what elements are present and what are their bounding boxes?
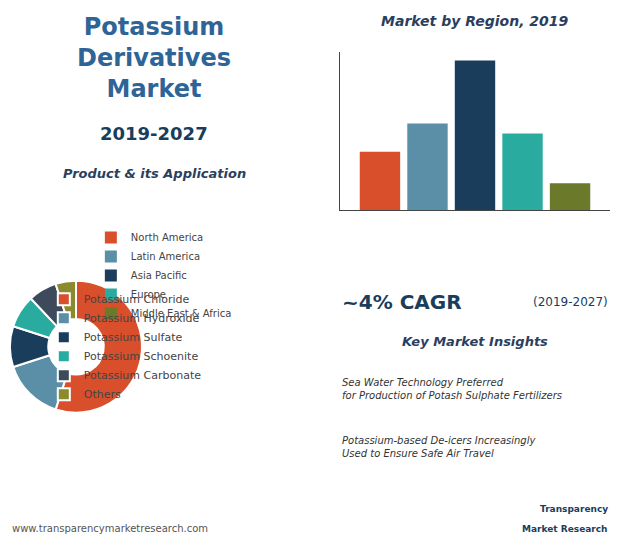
- svg-text:Market by Region, 2019: Market by Region, 2019: [381, 13, 569, 29]
- svg-text:Potassium Chloride: Potassium Chloride: [84, 293, 190, 306]
- svg-text:Potassium Carbonate: Potassium Carbonate: [84, 369, 201, 382]
- svg-text:Market Research: Market Research: [522, 524, 608, 534]
- svg-text:2019-2027: 2019-2027: [100, 123, 208, 144]
- svg-text:Potassium Hydroxide: Potassium Hydroxide: [84, 312, 200, 325]
- svg-text:Sea Water Technology Preferred: Sea Water Technology Preferredfor Produc…: [342, 377, 562, 401]
- svg-text:Potassium-based De-icers Incre: Potassium-based De-icers IncreasinglyUse…: [342, 435, 536, 459]
- svg-text:PotassiumDerivativesMarket: PotassiumDerivativesMarket: [77, 13, 231, 103]
- svg-text:Product & its Application: Product & its Application: [63, 166, 246, 181]
- svg-text:(2019-2027): (2019-2027): [533, 295, 608, 309]
- svg-text:Asia Pacific: Asia Pacific: [131, 270, 187, 281]
- svg-text:Others: Others: [84, 388, 121, 401]
- svg-text:Key Market Insights: Key Market Insights: [402, 334, 548, 349]
- svg-text:~4% CAGR: ~4% CAGR: [342, 290, 462, 314]
- svg-text:Transparency: Transparency: [540, 504, 608, 514]
- svg-text:Potassium Schoenite: Potassium Schoenite: [84, 350, 199, 363]
- svg-text:Latin America: Latin America: [131, 251, 200, 262]
- svg-text:www.transparencymarketresearch: www.transparencymarketresearch.com: [12, 523, 208, 534]
- svg-text:North America: North America: [131, 232, 203, 243]
- svg-text:Potassium Sulfate: Potassium Sulfate: [84, 331, 183, 344]
